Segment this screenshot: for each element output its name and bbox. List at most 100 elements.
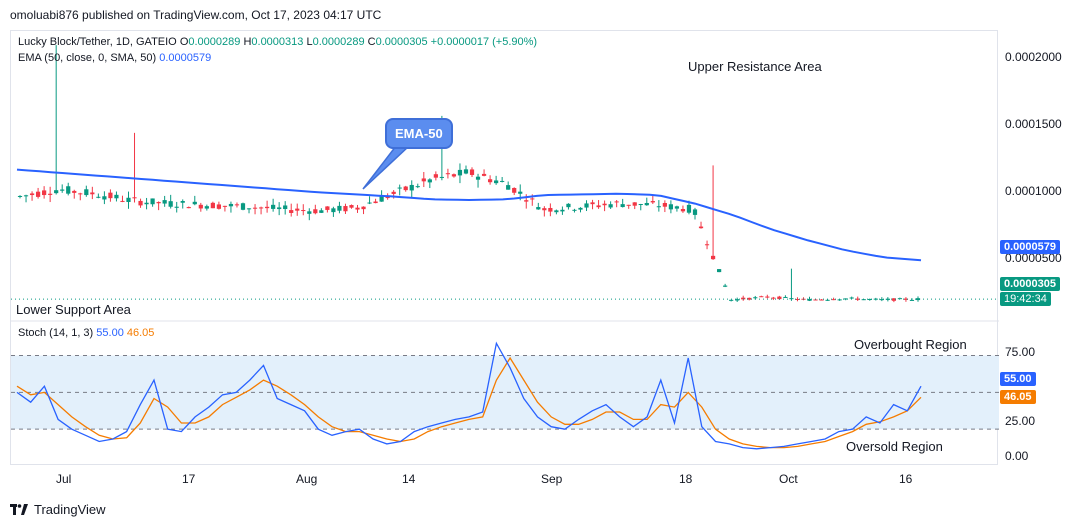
- candle-body: [463, 169, 469, 174]
- candle-body: [560, 209, 565, 212]
- candle-body: [620, 204, 625, 208]
- candle-body: [168, 201, 173, 207]
- candle-body: [337, 205, 342, 211]
- candle-body: [102, 196, 107, 200]
- last-price-tag: 0.0000305: [1000, 277, 1060, 291]
- candle-body: [915, 298, 921, 301]
- candle-body: [572, 209, 577, 211]
- tradingview-footer[interactable]: TradingView: [10, 502, 106, 517]
- candle-body: [42, 190, 47, 196]
- candle-body: [174, 206, 179, 208]
- candle-body: [403, 186, 408, 191]
- candle-body: [331, 208, 336, 213]
- candle-body: [831, 299, 836, 301]
- candle-body: [674, 206, 680, 209]
- countdown-tag: 19:42:34: [1000, 292, 1051, 306]
- candle-body: [373, 201, 378, 204]
- candle-body: [614, 201, 619, 203]
- candle-body: [662, 202, 667, 207]
- candle-body: [252, 207, 258, 209]
- candle-body: [54, 190, 59, 194]
- candle-body: [325, 206, 330, 210]
- candle-body: [78, 193, 83, 195]
- candle-body: [162, 200, 167, 204]
- candle-body: [295, 208, 300, 211]
- upper-resistance-label: Upper Resistance Area: [688, 59, 822, 74]
- stoch-k-line: [16, 341, 922, 450]
- candle-body: [819, 299, 824, 301]
- candle-body: [439, 176, 444, 178]
- candle-body: [578, 207, 583, 210]
- candle-body: [807, 298, 812, 301]
- candle-body: [349, 205, 354, 208]
- candle-body: [204, 206, 209, 209]
- candle-body: [132, 197, 137, 199]
- candle-body: [741, 297, 746, 300]
- stoch-tick: 0.00: [1005, 449, 1029, 463]
- stoch-k-tag: 55.00: [1000, 372, 1036, 386]
- lower-support-label: Lower Support Area: [16, 302, 131, 317]
- candle-body: [723, 285, 728, 287]
- time-tick: 18: [679, 472, 693, 486]
- candle-body: [656, 206, 661, 208]
- ema-50-line: [16, 168, 922, 262]
- candle-body: [361, 206, 366, 210]
- candle-body: [144, 202, 149, 205]
- candle-body: [596, 205, 601, 208]
- candle-body: [632, 202, 637, 206]
- candle-body: [837, 299, 842, 301]
- candle-body: [234, 204, 240, 206]
- price-tick: 0.0002000: [1005, 50, 1062, 64]
- candle-body: [487, 179, 493, 183]
- candle-body: [264, 206, 270, 209]
- stoch-d-tag: 46.05: [1000, 390, 1036, 404]
- candle-body: [891, 298, 896, 301]
- candle-body: [500, 180, 505, 182]
- candle-body: [747, 297, 752, 300]
- candle-body: [469, 169, 475, 175]
- candle-body: [825, 299, 830, 301]
- candle-body: [765, 296, 770, 298]
- candle-body: [530, 198, 535, 200]
- footer-brand: TradingView: [34, 502, 106, 517]
- close-value: 0.0000305: [375, 36, 428, 48]
- candle-body: [518, 191, 523, 194]
- candle-body: [84, 189, 89, 196]
- candle-body: [283, 205, 288, 210]
- candle-body: [698, 226, 704, 229]
- stoch-label: Stoch (14, 1, 3): [18, 327, 94, 339]
- candle-body: [355, 207, 360, 210]
- candle-body: [548, 207, 553, 212]
- low-label: L: [306, 36, 313, 48]
- candle-body: [867, 298, 872, 300]
- candle-body: [379, 196, 384, 202]
- candle-body: [451, 174, 457, 177]
- candle-body: [759, 296, 764, 298]
- candle-body: [192, 201, 197, 205]
- candle-body: [680, 209, 686, 212]
- candle-body: [180, 201, 185, 203]
- candle-body: [307, 211, 312, 214]
- candle-body: [879, 299, 884, 301]
- candle-body: [29, 193, 35, 196]
- chart-svg[interactable]: [11, 31, 999, 466]
- price-tick: 0.0001500: [1005, 117, 1062, 131]
- candle-body: [686, 204, 692, 213]
- candle-body: [222, 205, 228, 207]
- ema-price-tag: 0.0000579: [1000, 240, 1060, 254]
- candle-body: [566, 203, 571, 208]
- open-label: O: [179, 36, 189, 48]
- chart-frame: [10, 30, 999, 466]
- ema-label: EMA (50, close, 0, SMA, 50): [18, 52, 157, 64]
- candle-body: [813, 299, 818, 301]
- candle-body: [108, 192, 113, 199]
- oversold-label: Oversold Region: [846, 439, 943, 454]
- candle-body: [277, 207, 282, 210]
- candle-body: [433, 174, 438, 178]
- candle-body: [524, 200, 529, 202]
- candle-body: [716, 269, 722, 273]
- candle-body: [457, 169, 463, 176]
- candle-body: [481, 173, 487, 176]
- stoch-legend: Stoch (14, 1, 3) 55.00 46.05: [18, 327, 154, 339]
- candle-body: [216, 204, 222, 209]
